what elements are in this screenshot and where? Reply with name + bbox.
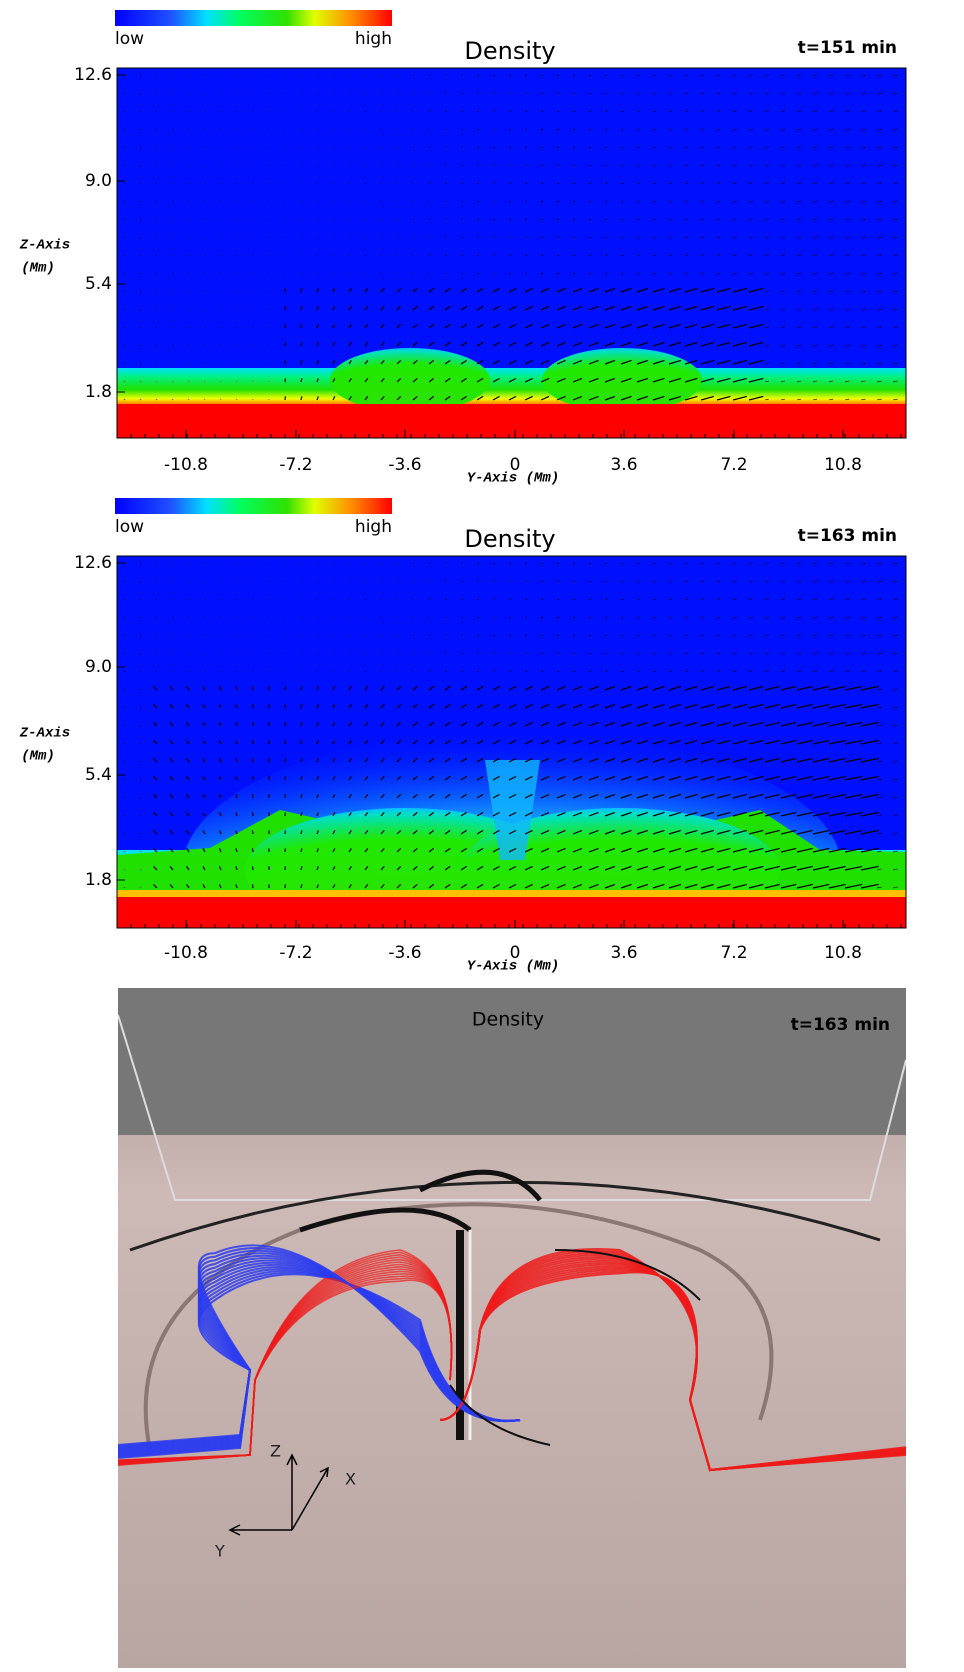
- y-tick-label: 7.2: [720, 455, 747, 475]
- z-axis-label: Z-Axis: [19, 238, 70, 254]
- axis-triad-label: Z: [270, 1442, 281, 1461]
- z-axis-label: Z-Axis: [19, 726, 70, 742]
- velocity-arrow: [301, 396, 302, 400]
- y-tick-label: 3.6: [610, 943, 637, 963]
- velocity-arrow: [252, 758, 253, 762]
- y-tick-label: -3.6: [388, 943, 421, 963]
- panel-title: Density: [464, 37, 555, 65]
- y-tick-label: -10.8: [164, 943, 208, 963]
- velocity-arrow: [301, 740, 302, 744]
- z-tick-label: 9.0: [85, 171, 112, 191]
- z-tick-label: 12.6: [74, 65, 112, 85]
- velocity-arrow: [301, 884, 302, 888]
- velocity-arrow: [301, 722, 302, 726]
- z-tick-label: 1.8: [85, 382, 112, 402]
- velocity-arrow: [301, 324, 302, 328]
- z-axis-unit: (Mm): [21, 749, 55, 765]
- time-label: t=163 min: [791, 1015, 890, 1035]
- velocity-arrow: [301, 342, 302, 346]
- velocity-arrow: [252, 740, 253, 744]
- y-tick-label: 3.6: [610, 455, 637, 475]
- velocity-arrow: [301, 776, 302, 780]
- y-tick-label: -7.2: [279, 455, 312, 475]
- velocity-arrow: [301, 288, 302, 292]
- y-tick-label: -3.6: [388, 455, 421, 475]
- colorbar-low: low: [115, 29, 144, 49]
- velocity-arrow: [301, 704, 302, 708]
- velocity-arrow: [252, 830, 253, 834]
- velocity-arrow: [301, 306, 302, 310]
- y-tick-label: 0: [510, 943, 521, 963]
- y-tick-label: 10.8: [824, 943, 862, 963]
- z-tick-label: 9.0: [85, 657, 112, 677]
- velocity-arrow: [301, 830, 302, 834]
- axis-triad-label: Y: [214, 1542, 225, 1561]
- velocity-arrow: [301, 812, 302, 816]
- z-tick-label: 12.6: [74, 553, 112, 573]
- velocity-arrow: [252, 704, 253, 708]
- velocity-arrow: [301, 758, 302, 762]
- z-axis-unit: (Mm): [21, 261, 55, 277]
- y-tick-label: 10.8: [824, 455, 862, 475]
- time-label: t=163 min: [798, 526, 897, 546]
- velocity-arrow: [301, 866, 302, 870]
- colorbar: [115, 10, 392, 26]
- z-tick-label: 1.8: [85, 870, 112, 890]
- axis-triad-label: X: [345, 1470, 356, 1489]
- velocity-arrow: [301, 360, 302, 364]
- density-field: [117, 68, 906, 438]
- colorbar-high: high: [355, 29, 392, 49]
- velocity-arrow: [252, 722, 253, 726]
- velocity-arrow: [252, 686, 253, 690]
- velocity-arrow: [252, 812, 253, 816]
- velocity-arrow: [301, 848, 302, 852]
- colorbar-high: high: [355, 517, 392, 537]
- panel-title: Density: [464, 525, 555, 553]
- z-tick-label: 5.4: [85, 765, 112, 785]
- velocity-arrow: [301, 686, 302, 690]
- velocity-arrow: [252, 848, 253, 852]
- velocity-arrow: [252, 866, 253, 870]
- y-tick-label: -7.2: [279, 943, 312, 963]
- velocity-arrow: [252, 794, 253, 798]
- colorbar-low: low: [115, 517, 144, 537]
- panel-title: Density: [472, 1009, 544, 1031]
- time-label: t=151 min: [798, 38, 897, 58]
- colorbar: [115, 498, 392, 514]
- y-tick-label: -10.8: [164, 455, 208, 475]
- 3d-render: [118, 988, 906, 1668]
- z-tick-label: 5.4: [85, 274, 112, 294]
- velocity-arrow: [252, 884, 253, 888]
- y-tick-label: 0: [510, 455, 521, 475]
- density-field: [117, 556, 906, 1010]
- velocity-arrow: [301, 794, 302, 798]
- velocity-arrow: [301, 378, 302, 382]
- y-tick-label: 7.2: [720, 943, 747, 963]
- velocity-arrow: [252, 776, 253, 780]
